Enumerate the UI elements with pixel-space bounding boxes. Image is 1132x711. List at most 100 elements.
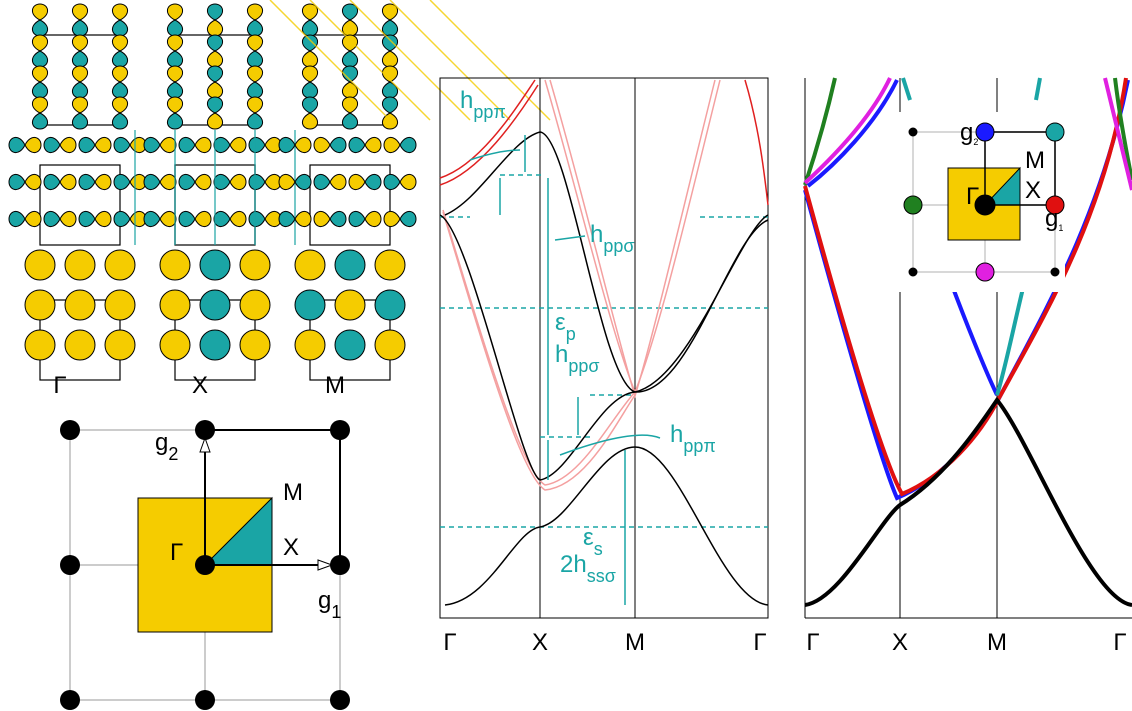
m-label: M	[1025, 147, 1045, 174]
orbital	[60, 211, 76, 226]
gamma-label: Γ	[966, 183, 979, 210]
orbital	[302, 113, 317, 129]
sub: ppπ	[473, 102, 505, 122]
orbital	[79, 211, 95, 226]
orbital	[95, 211, 111, 226]
orbital	[32, 20, 47, 36]
x-label: Γ	[443, 629, 456, 656]
x-label: X	[1025, 177, 1041, 204]
orbital	[279, 174, 295, 189]
x-label: X	[892, 629, 908, 656]
orbital	[342, 97, 357, 113]
orbital	[302, 66, 317, 82]
orbital	[25, 174, 41, 189]
orbital	[200, 250, 230, 280]
orbital	[295, 330, 325, 360]
orbital	[365, 137, 381, 152]
orbital	[384, 137, 400, 152]
orbital	[60, 174, 76, 189]
base: h	[590, 221, 603, 248]
base: g	[318, 587, 331, 614]
x-label: X	[532, 629, 548, 656]
orbital	[249, 211, 265, 226]
orbital	[330, 174, 346, 189]
orbital	[60, 137, 76, 152]
orbital	[167, 51, 182, 67]
orbital	[167, 113, 182, 129]
orbital	[32, 97, 47, 113]
orbital	[382, 97, 397, 113]
orbital	[160, 250, 190, 280]
base: ε	[555, 309, 566, 336]
free-electron-plot: g2 M X Γ g1 Γ X M Γ	[805, 78, 1132, 656]
orbital	[382, 51, 397, 67]
orbital	[314, 174, 330, 189]
orbital	[382, 20, 397, 36]
orbital	[167, 97, 182, 113]
orbital	[144, 211, 160, 226]
orbital	[207, 51, 222, 67]
orbital	[247, 51, 262, 67]
orbital	[25, 137, 41, 152]
orbital	[295, 174, 311, 189]
orbital	[302, 97, 317, 113]
orbital	[65, 250, 95, 280]
orbital	[207, 82, 222, 98]
orbital	[72, 51, 87, 67]
orbital	[72, 97, 87, 113]
orbital	[32, 113, 47, 129]
orbital	[342, 35, 357, 51]
orbital	[330, 211, 346, 226]
orbital	[400, 174, 416, 189]
orbital	[65, 290, 95, 320]
orbital	[335, 330, 365, 360]
g1-label: g1	[318, 587, 341, 622]
orbital	[160, 174, 176, 189]
orbital	[9, 211, 25, 226]
label: X	[192, 372, 208, 399]
orbital	[335, 250, 365, 280]
orbital	[207, 20, 222, 36]
orbital	[214, 137, 230, 152]
orbital	[112, 82, 127, 98]
orbital	[400, 211, 416, 226]
sub: ssσ	[587, 566, 616, 586]
orbital	[32, 66, 47, 82]
orbital	[302, 4, 317, 20]
orbital	[342, 20, 357, 36]
orbital	[32, 82, 47, 98]
orbital	[72, 20, 87, 36]
orbital	[72, 66, 87, 82]
orbital	[114, 137, 130, 152]
sub: 1	[331, 602, 341, 622]
sub: s	[594, 539, 603, 559]
orbital	[114, 174, 130, 189]
orbital	[310, 0, 430, 120]
orbital	[195, 174, 211, 189]
orbital	[302, 51, 317, 67]
orbital	[32, 35, 47, 51]
orbital	[112, 66, 127, 82]
orbital	[79, 137, 95, 152]
orbital	[200, 330, 230, 360]
orbital	[9, 174, 25, 189]
annotation: hppπ	[670, 421, 716, 456]
orbital	[330, 137, 346, 152]
orbital	[72, 82, 87, 98]
label: M	[325, 372, 345, 399]
orbital	[302, 20, 317, 36]
band-plot: hppπ hppσ εp hppσ hppπ εs 2hssσ Γ X M Γ	[440, 78, 768, 656]
orbital	[112, 4, 127, 20]
sub: 2	[168, 444, 178, 464]
base: 2h	[560, 551, 587, 578]
orbital	[230, 174, 246, 189]
orbital	[207, 4, 222, 20]
sub: ppπ	[683, 436, 715, 456]
orbital	[279, 211, 295, 226]
orbital	[44, 137, 60, 152]
orbital	[279, 137, 295, 152]
orbital	[295, 290, 325, 320]
orbital	[375, 330, 405, 360]
orbital	[335, 290, 365, 320]
orbital	[65, 330, 95, 360]
